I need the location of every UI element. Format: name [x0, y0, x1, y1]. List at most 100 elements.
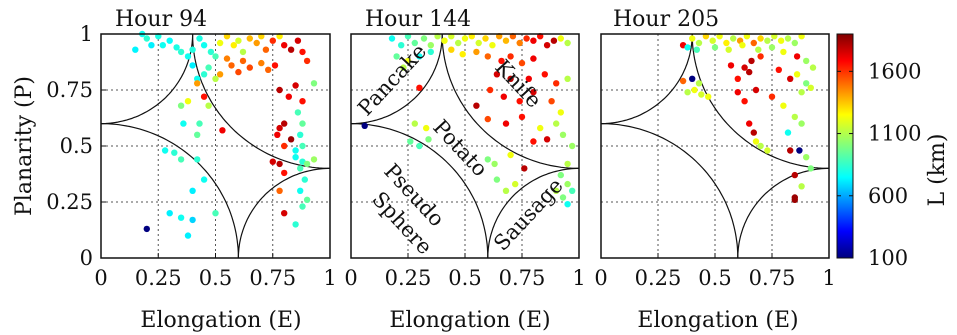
data-point [725, 46, 732, 53]
data-point [287, 46, 295, 53]
data-point [269, 37, 276, 44]
data-point [525, 75, 532, 83]
data-point [705, 93, 712, 100]
data-point [287, 136, 295, 143]
data-point [780, 102, 787, 109]
data-point [461, 35, 469, 42]
data-point [473, 48, 480, 56]
data-point [285, 93, 292, 100]
data-point [798, 89, 805, 96]
x-tick-label: 1 [572, 266, 585, 290]
data-point [757, 142, 764, 150]
data-point [420, 35, 428, 42]
data-point [200, 42, 208, 49]
data-point [212, 53, 219, 60]
data-point [194, 80, 201, 87]
data-point [303, 160, 311, 168]
data-point [292, 147, 299, 154]
data-point [200, 176, 208, 183]
data-point [768, 93, 776, 100]
data-point [803, 80, 810, 87]
data-point [537, 124, 544, 132]
data-point [750, 39, 757, 47]
data-point [258, 59, 265, 67]
x-axis-title: Elongation (E) [637, 308, 798, 333]
y-tick-label: 0.25 [46, 190, 93, 214]
data-point [239, 57, 247, 65]
data-point [798, 120, 805, 127]
arc-upper-right [691, 34, 829, 169]
data-point [748, 57, 755, 65]
panel-title: Hour 144 [365, 7, 471, 32]
data-point [768, 44, 776, 51]
data-point [200, 71, 208, 78]
data-point [393, 53, 400, 60]
colorbar-tick-label: 1600 [868, 59, 921, 83]
data-point [807, 84, 814, 92]
data-point [750, 129, 757, 136]
data-point [559, 194, 567, 201]
data-point [798, 183, 805, 190]
data-point [253, 39, 260, 47]
data-point [281, 42, 288, 49]
data-point [764, 147, 771, 154]
data-point [530, 55, 537, 62]
data-point [791, 196, 798, 203]
data-point [516, 98, 523, 105]
x-tick-label: 0.25 [135, 266, 182, 290]
data-point [216, 71, 224, 78]
data-point [521, 165, 528, 172]
data-point [764, 37, 771, 44]
x-tick-label: 0.25 [385, 266, 432, 290]
data-point [752, 138, 760, 145]
data-point [265, 66, 272, 74]
data-point [299, 203, 306, 210]
data-point [484, 115, 491, 123]
data-point [557, 171, 564, 179]
data-point [757, 35, 764, 42]
data-point [530, 89, 537, 96]
data-point [404, 57, 412, 65]
data-point [196, 120, 203, 127]
data-point [787, 147, 794, 154]
data-point [166, 37, 173, 44]
data-point [746, 120, 753, 127]
data-point [787, 75, 794, 83]
data-point [271, 62, 279, 69]
data-point [400, 64, 407, 71]
data-points [361, 33, 576, 208]
x-tick-label: 0.5 [698, 266, 731, 290]
data-point [292, 154, 299, 161]
data-point [148, 42, 155, 49]
x-tick-label: 0.5 [199, 266, 232, 290]
data-point [689, 35, 696, 42]
colorbar-gradient [836, 33, 854, 259]
data-point [803, 57, 810, 65]
data-point [727, 62, 735, 69]
data-point [223, 55, 231, 62]
arc-lower-right [487, 167, 579, 258]
data-point [734, 89, 741, 96]
data-point [491, 160, 498, 168]
data-point [543, 136, 551, 143]
data-point [189, 62, 196, 69]
data-point [493, 176, 501, 183]
data-point [416, 53, 423, 60]
data-point [679, 77, 687, 85]
data-point [757, 53, 764, 60]
data-point [228, 62, 235, 69]
data-point [216, 39, 224, 47]
data-point [407, 138, 414, 145]
data-point [523, 35, 530, 42]
data-point [189, 46, 196, 53]
data-point [755, 46, 762, 53]
data-point [516, 39, 523, 47]
data-point [416, 142, 423, 150]
colorbar-tick-labels: 100 600 1100 1600 [837, 59, 921, 270]
x-tick-labels: 0 0.25 0.5 0.75 1 [594, 253, 836, 290]
x-tick-labels: 0 0.25 0.5 0.75 1 [94, 253, 337, 290]
data-point [557, 35, 564, 42]
data-point [739, 42, 746, 49]
data-point [796, 147, 803, 154]
